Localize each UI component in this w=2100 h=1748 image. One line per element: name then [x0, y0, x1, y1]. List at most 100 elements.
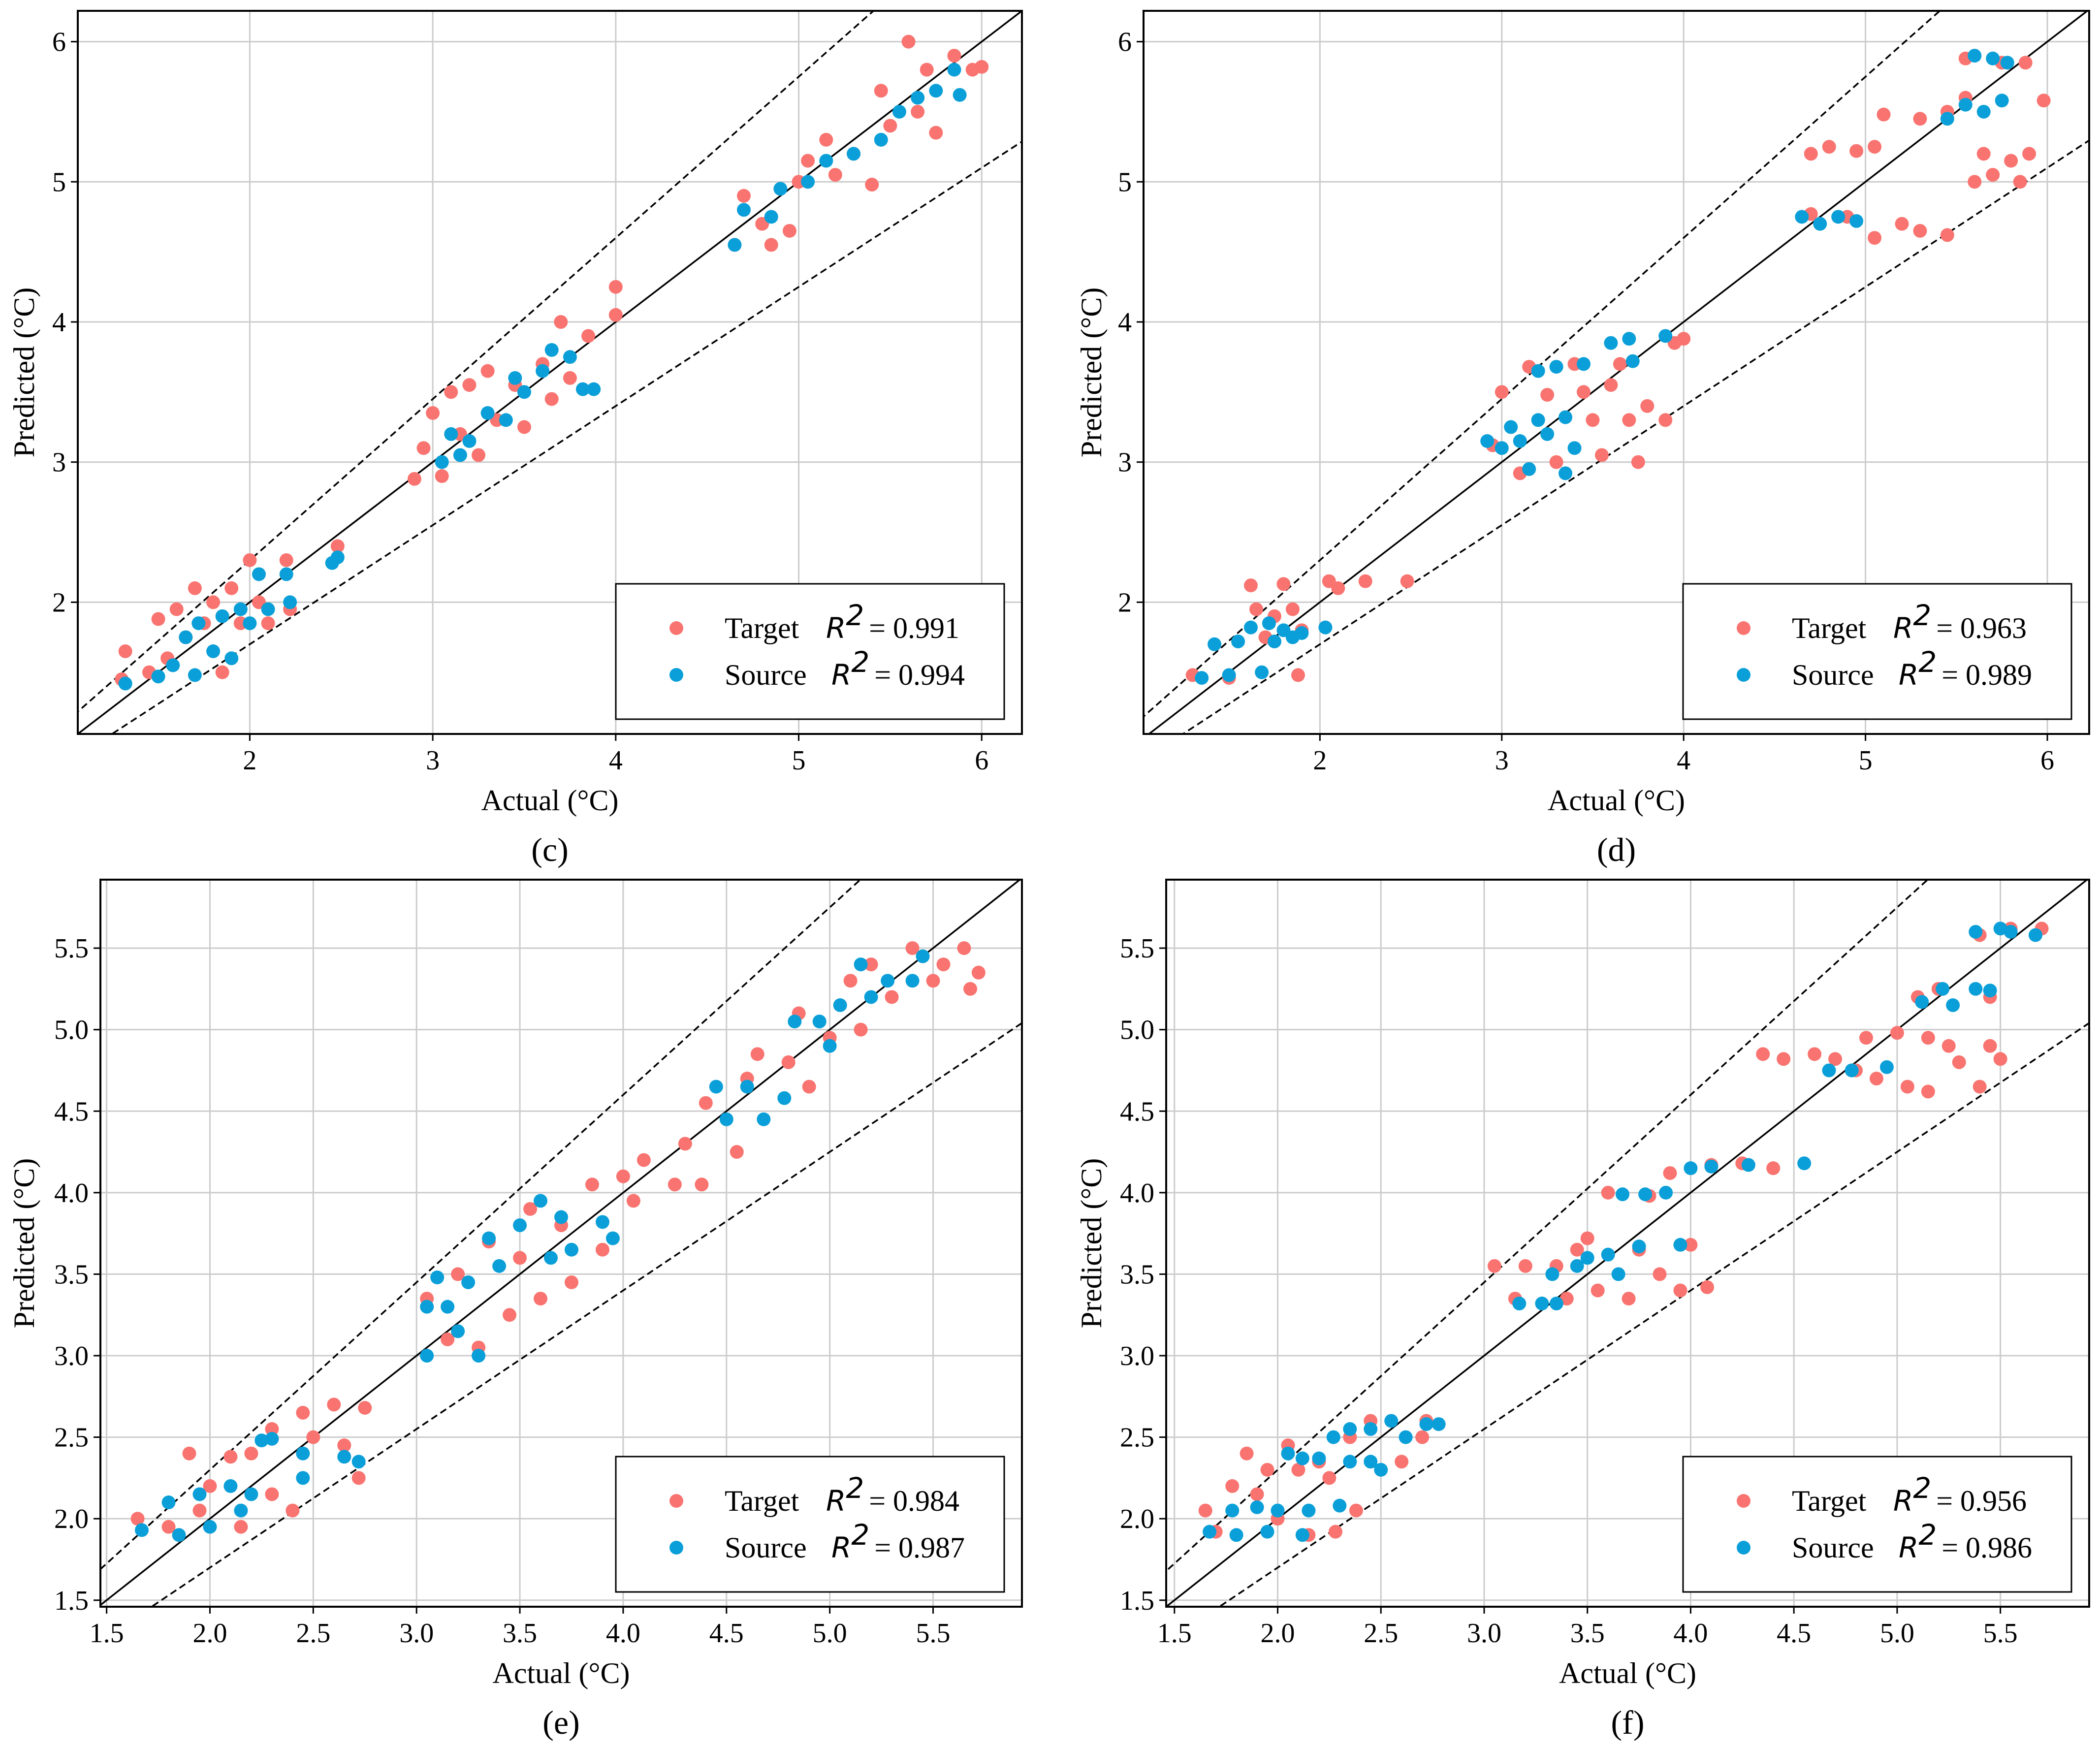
x-tick-label: 3.5 [503, 1618, 537, 1649]
target-point [1577, 385, 1591, 399]
target-point [1495, 385, 1509, 399]
target-point [1804, 147, 1818, 161]
source-point [508, 371, 522, 385]
legend-marker-source [1737, 668, 1750, 682]
y-axis-label: Predicted (°C) [8, 1158, 40, 1329]
x-tick-label: 5 [792, 745, 806, 776]
target-point [1877, 107, 1891, 122]
target-point [1895, 217, 1909, 231]
target-point [1198, 1503, 1212, 1518]
source-point [1968, 49, 1982, 63]
source-point [1243, 620, 1258, 635]
x-axis-label: Actual (°C) [493, 1657, 630, 1689]
target-point [2018, 56, 2033, 70]
series-source [118, 63, 967, 691]
source-point [1849, 214, 1864, 228]
source-point [1570, 1259, 1584, 1273]
legend-r2: R2 = 0.984 [826, 1471, 959, 1518]
r2-symbol: R [1893, 1484, 1913, 1518]
source-point [1343, 1455, 1357, 1469]
target-point [1986, 168, 2000, 182]
target-point [435, 469, 449, 483]
legend-box [615, 583, 1005, 720]
source-point [1295, 1451, 1309, 1465]
y-tick-label: 2.5 [54, 1423, 89, 1453]
source-point [1795, 210, 1809, 224]
target-point [192, 1503, 207, 1518]
legend-marker-target [1737, 1494, 1750, 1508]
target-point [1828, 1052, 1843, 1066]
target-point [1868, 140, 1882, 154]
target-point [668, 1177, 682, 1192]
target-point [407, 472, 421, 486]
x-tick-label: 4.0 [1673, 1618, 1708, 1649]
target-point [963, 982, 978, 996]
source-point [215, 609, 229, 623]
target-point [626, 1194, 640, 1208]
source-point [261, 602, 275, 616]
source-point [461, 1275, 476, 1289]
target-point [1921, 1031, 1935, 1045]
source-point [134, 1523, 149, 1537]
target-point [1586, 413, 1600, 427]
source-point [1995, 94, 2009, 108]
source-point [1625, 354, 1640, 368]
source-point [1318, 620, 1333, 635]
source-point [1203, 1525, 1217, 1539]
source-point [482, 1231, 496, 1245]
source-point [764, 210, 778, 224]
target-point [1570, 1242, 1584, 1257]
x-tick-label: 3.0 [399, 1618, 434, 1649]
source-point [1540, 427, 1555, 441]
target-point [261, 616, 275, 631]
target-point [905, 941, 920, 955]
target-point [1328, 1525, 1342, 1539]
upper-bound-line [78, 11, 875, 713]
target-point [1594, 448, 1609, 462]
panel-d: 2 3 4 5 6 2 3 4 5 6 Actual (°C) Predicted (°C) (d) Ta… [1075, 10, 2090, 868]
target-point [1349, 1503, 1363, 1518]
target-point [203, 1479, 217, 1493]
target-point [737, 189, 751, 203]
source-point [1915, 995, 1929, 1009]
plot-area [100, 880, 1022, 1607]
r2-value: = 0.986 [1941, 1531, 2032, 1564]
source-point [1480, 434, 1495, 448]
source-point [118, 676, 132, 691]
x-tick-label: 2.0 [1261, 1618, 1295, 1649]
source-point [564, 1242, 578, 1257]
legend-box [1682, 1456, 2072, 1593]
x-tick-label: 5.0 [1880, 1618, 1914, 1649]
y-tick-label: 2 [1118, 587, 1132, 618]
x-tick-label: 6 [2040, 745, 2054, 776]
legend-series-name: Target [1792, 612, 1867, 644]
target-point [224, 581, 239, 595]
source-point [441, 1300, 455, 1314]
target-point [1952, 1055, 1966, 1069]
target-point [182, 1446, 196, 1461]
target-point [279, 553, 293, 567]
source-point [296, 1471, 310, 1485]
y-tick-label: 4.5 [54, 1096, 89, 1127]
source-point [911, 91, 925, 105]
target-point [616, 1169, 630, 1183]
source-point [1222, 668, 1236, 682]
target-point [864, 957, 878, 972]
x-tick-label: 4.5 [709, 1618, 744, 1649]
target-point [1518, 1259, 1532, 1273]
source-point [864, 990, 878, 1004]
y-tick-label: 3.0 [1120, 1341, 1154, 1371]
source-point [1267, 635, 1281, 649]
target-point [351, 1471, 366, 1485]
source-point [179, 630, 193, 644]
source-point [233, 602, 248, 616]
source-point [243, 616, 257, 631]
r2-superscript: 2 [846, 599, 864, 632]
source-point [1302, 1503, 1316, 1518]
target-point [865, 178, 879, 192]
target-point [1658, 413, 1673, 427]
target-point [2004, 154, 2018, 168]
target-point [523, 1202, 538, 1216]
source-point [1969, 924, 1983, 939]
